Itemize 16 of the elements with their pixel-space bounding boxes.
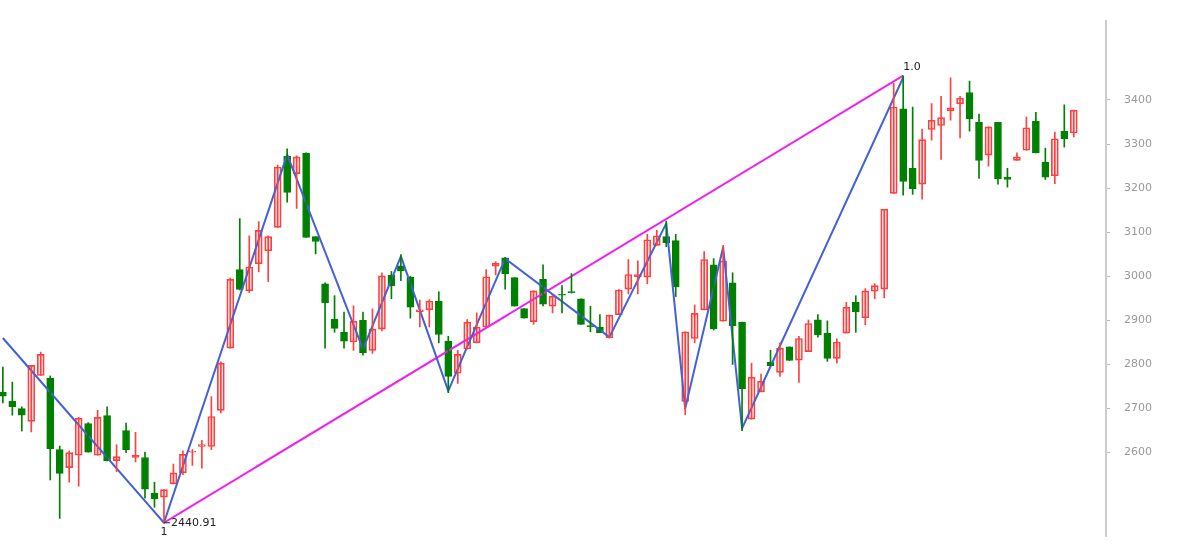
annotation: 1.0	[903, 60, 921, 74]
y-tick-label: 3300	[1124, 136, 1153, 150]
candlestick	[1013, 152, 1021, 161]
y-tick-label: 2700	[1124, 401, 1153, 415]
annotation: 1	[160, 525, 168, 539]
y-tick-label: 2600	[1124, 445, 1153, 459]
candlestick	[198, 439, 206, 469]
y-tick-label: 3200	[1124, 180, 1153, 194]
annotation: 2440.91	[170, 515, 217, 529]
candlestick	[416, 299, 424, 328]
candlestick	[558, 285, 566, 314]
y-tick-label: 3000	[1124, 269, 1153, 283]
y-tick-label: 3400	[1124, 92, 1153, 106]
y-tick-label: 2800	[1124, 357, 1153, 371]
y-tick-label: 2900	[1124, 313, 1153, 327]
y-tick-label: 3100	[1124, 225, 1153, 239]
